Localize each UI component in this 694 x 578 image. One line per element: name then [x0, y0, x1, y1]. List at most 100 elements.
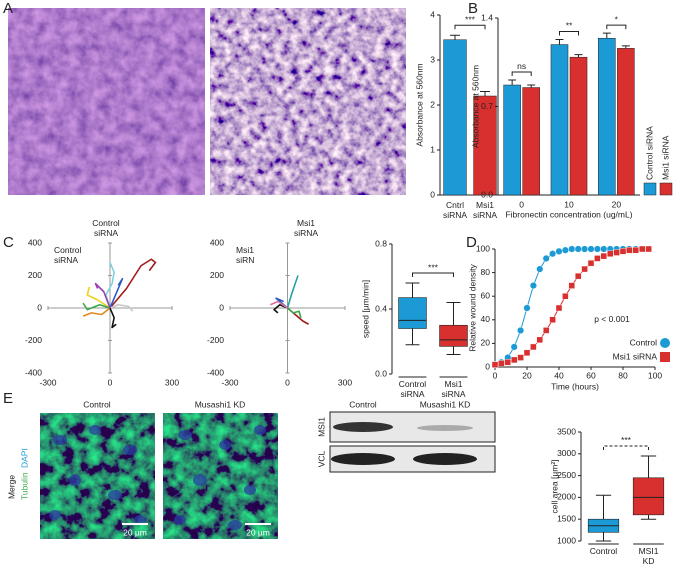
plot-title: Control siRNA — [54, 245, 82, 265]
y-tick-label: -200 — [25, 335, 42, 345]
marker — [555, 304, 563, 312]
blot-band — [413, 453, 477, 465]
x-axis-label: Time (hours) — [551, 381, 599, 391]
blot-row: VCL — [316, 450, 326, 467]
error-bar — [555, 38, 564, 45]
x-tick-label: 80 — [618, 370, 628, 380]
y-tick-label: 0.7 — [481, 101, 493, 111]
marker — [517, 326, 525, 334]
legend-label: Control — [630, 337, 658, 347]
marker — [529, 282, 537, 290]
legend-swatch — [643, 182, 657, 196]
y-tick-label: 0.4 — [375, 303, 387, 313]
y-tick-label: 4 — [430, 9, 435, 19]
y-tick-label: 3500 — [557, 426, 576, 436]
y-axis-label: Absorbance at 560nm — [470, 65, 480, 148]
micrograph — [210, 8, 406, 195]
marker — [594, 255, 601, 262]
y-tick-label: 2 — [430, 99, 435, 109]
marker — [561, 246, 569, 254]
panel-label: C — [3, 234, 14, 251]
y-tick-label: 0 — [430, 189, 435, 199]
nuclei — [49, 425, 266, 530]
marker — [543, 327, 550, 334]
marker — [549, 316, 556, 323]
marker — [619, 248, 627, 255]
box — [439, 324, 468, 347]
bar — [550, 44, 569, 196]
whisker — [595, 494, 612, 542]
box — [632, 477, 665, 516]
marker — [632, 246, 639, 254]
y-tick-label: 100 — [476, 243, 490, 253]
marker — [587, 259, 595, 267]
marker — [574, 245, 582, 253]
marker — [593, 245, 601, 253]
track — [286, 307, 302, 318]
error-bar — [527, 84, 536, 88]
bar — [598, 37, 616, 196]
marker — [581, 245, 589, 253]
track — [109, 277, 124, 309]
marker — [645, 245, 652, 253]
track — [109, 258, 157, 309]
track — [82, 302, 111, 311]
significance-bracket — [606, 24, 627, 30]
y-axis-label: cell area [µm²] — [549, 459, 559, 513]
marker — [491, 361, 499, 368]
y-tick-label: 1 — [430, 144, 435, 154]
y-tick-label: 1500 — [557, 513, 576, 523]
annotation: p < 0.001 — [594, 314, 630, 324]
significance-label: ns — [517, 61, 526, 71]
y-tick-label: 200 — [28, 270, 42, 280]
x-tick-label: 20 — [612, 199, 622, 209]
bar — [443, 39, 467, 196]
x-tick-label: MSI1 KD — [638, 546, 659, 566]
stain-label: Merge — [6, 475, 16, 499]
blot-band — [331, 453, 395, 465]
error-bar — [621, 45, 630, 49]
y-tick-label: 400 — [210, 237, 224, 247]
bar — [503, 84, 521, 196]
y-tick-label: 20 — [481, 338, 491, 348]
y-tick-label: 40 — [481, 314, 491, 324]
marker — [523, 349, 531, 357]
blot-row: MSI1 — [316, 417, 326, 437]
y-axis-label: Absorbance at 560nm — [414, 63, 424, 146]
y-tick-label: -400 — [207, 367, 224, 377]
blot-band — [417, 425, 473, 431]
panel-label: A — [3, 0, 14, 17]
scale-label: 20 µm — [123, 527, 147, 537]
x-tick-label: Control siRNA — [398, 379, 427, 399]
x-tick-label: 300 — [338, 377, 352, 387]
x-axis-label: Fibronectin concentration (ug/mL) — [505, 209, 632, 219]
marker — [542, 254, 550, 262]
series-line — [494, 248, 649, 366]
marker — [607, 250, 614, 257]
y-tick-label: 80 — [481, 267, 491, 277]
box — [398, 297, 427, 329]
scale-label: 20 µm — [246, 527, 270, 537]
legend-label: Msi1 siRNA — [613, 351, 658, 361]
bar — [569, 56, 588, 196]
y-tick-label: -400 — [25, 367, 42, 377]
marker — [613, 249, 620, 256]
marker — [504, 359, 511, 366]
image-title: Musashi1 KD — [195, 399, 246, 409]
x-tick-label: 0 — [108, 377, 113, 387]
x-tick-label: Msi1 siRNA — [441, 379, 466, 399]
marker — [587, 245, 595, 253]
y-tick-label: 200 — [210, 270, 224, 280]
y-tick-label: 400 — [28, 237, 42, 247]
error-bar — [574, 54, 583, 58]
significance-bracket — [511, 71, 532, 76]
track — [273, 303, 288, 314]
y-tick-label: 3 — [430, 54, 435, 64]
track — [86, 286, 111, 309]
x-tick-label: 60 — [586, 370, 596, 380]
marker — [517, 354, 524, 361]
legend-label: Msi1 siRNA — [660, 135, 670, 180]
x-tick-label: 40 — [554, 370, 564, 380]
track — [94, 282, 111, 309]
